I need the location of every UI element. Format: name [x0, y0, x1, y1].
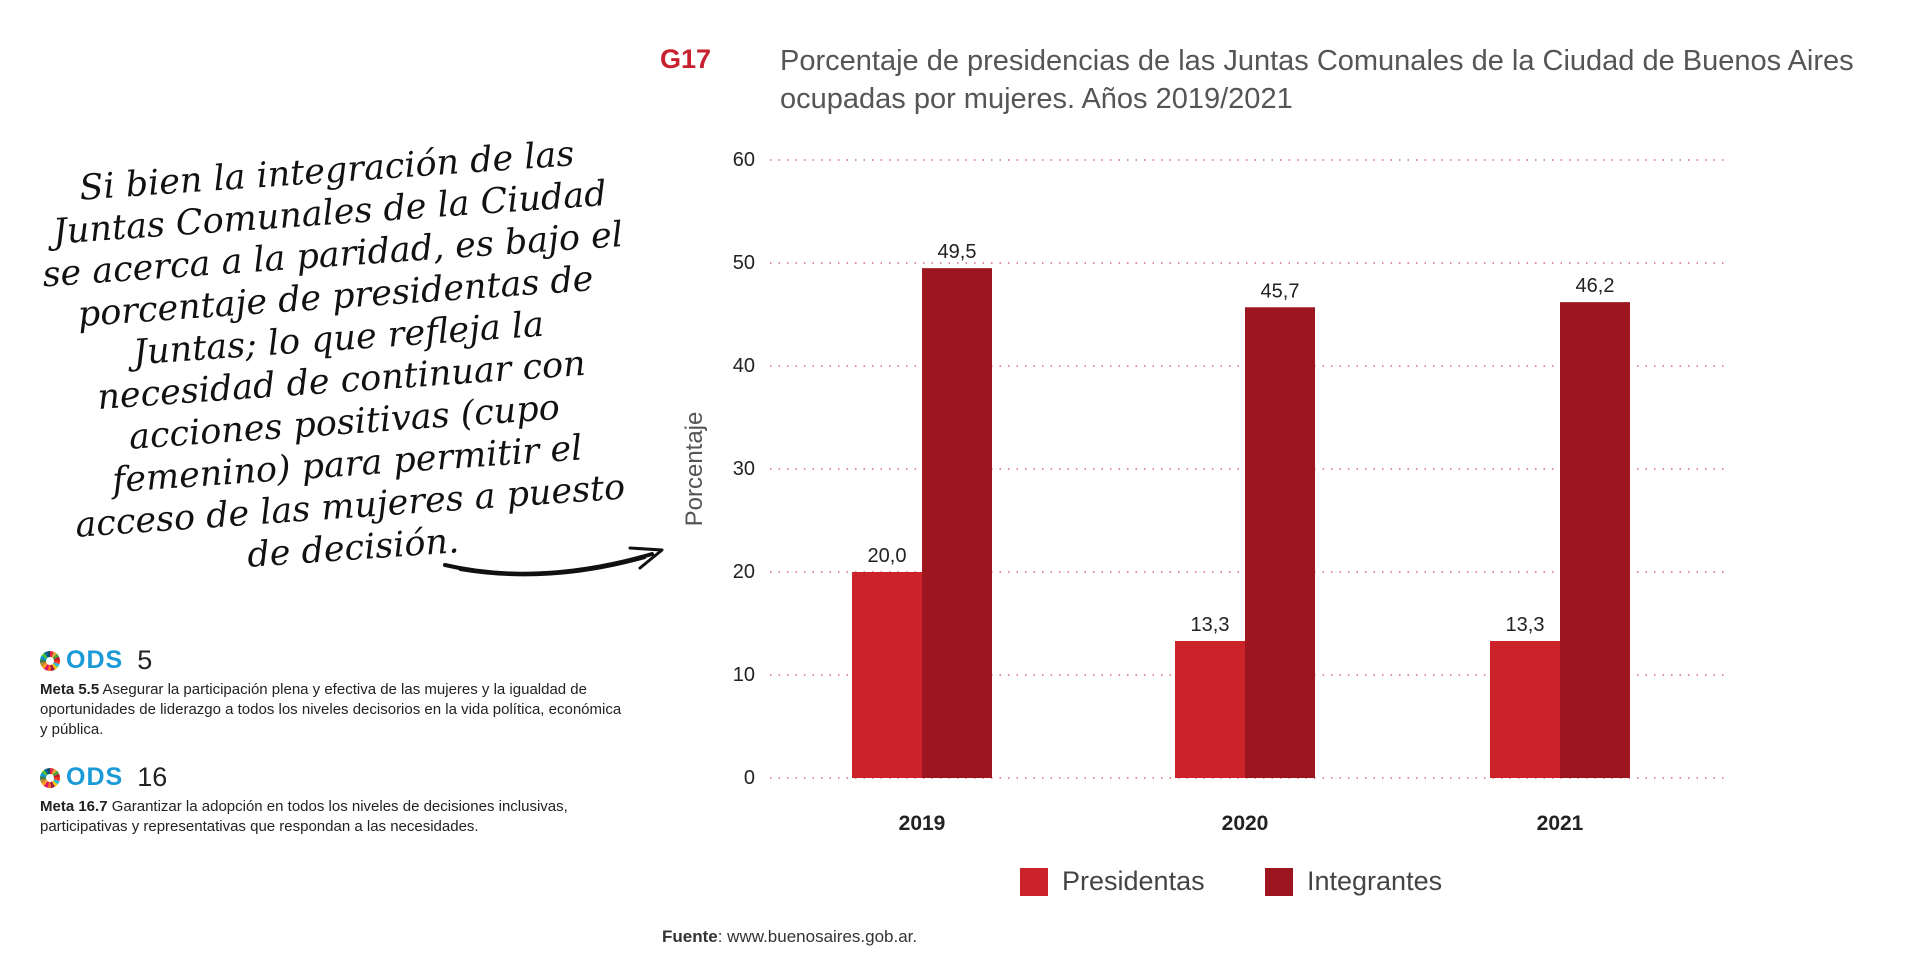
- legend-label-integrantes: Integrantes: [1307, 866, 1443, 896]
- y-axis-label: Porcentaje: [681, 412, 708, 527]
- source-note: Fuente: www.buenosaires.gob.ar.: [662, 927, 917, 947]
- y-tick-label: 50: [733, 252, 755, 274]
- source-text: : www.buenosaires.gob.ar.: [717, 927, 918, 946]
- bar-presidentas-2019: [852, 572, 922, 778]
- data-label: 13,3: [1191, 614, 1230, 636]
- y-tick-label: 60: [733, 149, 755, 171]
- legend-swatch-integrantes: [1265, 867, 1293, 896]
- x-tick-label: 2019: [899, 812, 946, 835]
- ods-16-block: ODS 16 Meta 16.7 Garantizar la adopción …: [40, 762, 630, 837]
- ods-word: ODS: [66, 646, 124, 674]
- bar-presidentas-2020: [1175, 641, 1245, 778]
- chart-title-line-2: ocupadas por mujeres. Años 2019/2021: [780, 83, 1293, 115]
- ods-meta-label: Meta 5.5: [40, 681, 100, 698]
- bar-integrantes-2019: [922, 268, 992, 778]
- y-tick-label: 0: [744, 767, 755, 789]
- data-label: 20,0: [868, 545, 907, 567]
- y-tick-label: 30: [733, 458, 755, 480]
- data-label: 49,5: [938, 241, 977, 263]
- ods-meta-description: Asegurar la participación plena y efecti…: [40, 681, 622, 738]
- x-tick-label: 2020: [1222, 812, 1269, 835]
- chart-title: Porcentaje de presidencias de las Juntas…: [780, 42, 1890, 118]
- ods-number: 5: [137, 645, 153, 675]
- y-tick-label: 40: [733, 355, 755, 377]
- y-tick-label: 20: [733, 561, 755, 583]
- data-label: 46,2: [1576, 275, 1615, 297]
- chart-title-line-1: Porcentaje de presidencias de las Juntas…: [780, 45, 1854, 77]
- ods-meta-text: Meta 16.7 Garantizar la adopción en todo…: [40, 797, 630, 837]
- legend-label-presidentas: Presidentas: [1062, 866, 1205, 896]
- bar-presidentas-2021: [1490, 641, 1560, 778]
- ods-meta-description: Garantizar la adopción en todos los nive…: [40, 798, 568, 835]
- arrow-icon: [443, 546, 664, 577]
- y-tick-label: 10: [733, 664, 755, 686]
- data-label: 13,3: [1506, 614, 1545, 636]
- figure-code: G17: [660, 44, 712, 74]
- ods-5-block: ODS 5 Meta 5.5 Asegurar la participación…: [40, 645, 630, 740]
- source-label: Fuente: [662, 927, 718, 946]
- data-label: 45,7: [1261, 280, 1300, 302]
- ods-logo: ODS: [40, 646, 123, 675]
- legend-item-presidentas: Presidentas: [1020, 866, 1205, 897]
- ods-meta-label: Meta 16.7: [40, 798, 108, 815]
- sdg-wheel-icon: [40, 650, 60, 671]
- sdg-wheel-icon: [40, 767, 60, 788]
- legend-item-integrantes: Integrantes: [1265, 866, 1442, 897]
- x-tick-label: 2021: [1537, 812, 1584, 835]
- ods-logo: ODS: [40, 763, 123, 792]
- bar-integrantes-2020: [1245, 307, 1315, 778]
- ods-meta-text: Meta 5.5 Asegurar la participación plena…: [40, 680, 630, 740]
- ods-word: ODS: [66, 763, 124, 791]
- ods-number: 16: [137, 762, 168, 792]
- bar-integrantes-2021: [1560, 302, 1630, 778]
- legend-swatch-presidentas: [1020, 867, 1048, 896]
